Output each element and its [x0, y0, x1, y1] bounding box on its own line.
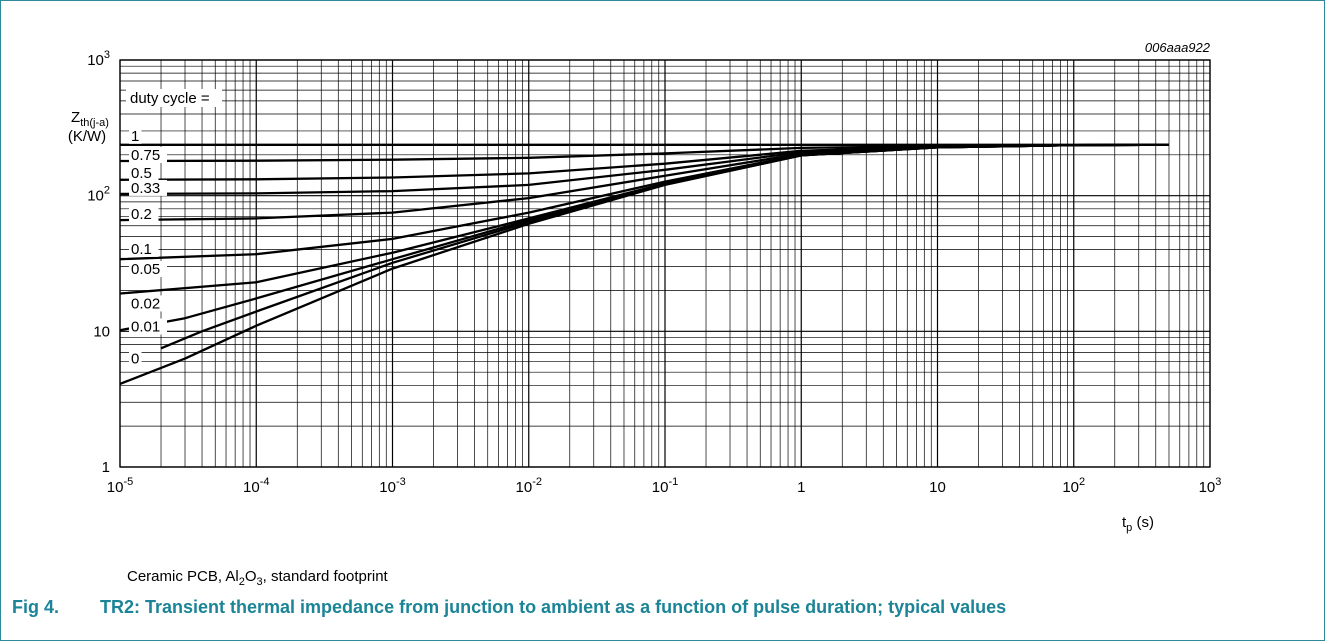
series-label: 0.2 — [131, 206, 152, 223]
series-label: 0.5 — [131, 165, 152, 182]
x-tick-label: 103 — [1199, 476, 1222, 496]
legend-title: duty cycle = — [130, 90, 210, 107]
x-tick-label: 10 — [929, 479, 946, 496]
y-tick-label: 10 — [93, 323, 110, 340]
x-tick-label: 102 — [1062, 476, 1085, 496]
y-axis-unit: (K/W) — [68, 128, 106, 145]
series-label-background — [129, 318, 167, 335]
figure-note: Ceramic PCB, Al2O3, standard footprint — [127, 568, 388, 588]
x-axis-label: tp (s) — [1122, 514, 1154, 534]
curve-duty-0_05 — [119, 143, 1170, 295]
plot-frame — [119, 59, 1211, 468]
series-label: 0.05 — [131, 261, 160, 278]
y-tick-label: 1 — [102, 459, 110, 476]
y-tick-label: 103 — [87, 49, 110, 69]
series-label: 0 — [131, 350, 139, 367]
x-tick-label: 10-4 — [243, 476, 269, 496]
x-tick-label: 10-1 — [652, 476, 678, 496]
series-label: 0.1 — [131, 241, 152, 258]
figure-id: 006aaa922 — [1145, 40, 1211, 55]
y-axis-label: Zth(j-a) — [71, 109, 109, 129]
series-label: 0.01 — [131, 319, 160, 336]
series-label: 0.02 — [131, 295, 160, 312]
figure-number: Fig 4. — [12, 597, 60, 617]
series-label-background — [129, 206, 159, 223]
figure-caption: Fig 4. TR2: Transient thermal impedance f… — [12, 597, 1006, 618]
series-label-background — [129, 350, 142, 367]
series-label-background — [129, 261, 167, 278]
series-label-background — [129, 164, 159, 181]
x-tick-label: 10-3 — [379, 476, 405, 496]
series-label: 1 — [131, 128, 139, 145]
figure-caption-text: TR2: Transient thermal impedance from ju… — [100, 597, 1007, 617]
series-label-background — [129, 147, 167, 164]
series-label-background — [129, 127, 142, 144]
legend-title-background — [126, 89, 222, 107]
curve-duty-0 — [119, 143, 1170, 385]
series-label-background — [129, 295, 167, 312]
curve-duty-0_5 — [119, 143, 1170, 181]
x-tick-label: 1 — [797, 479, 805, 496]
x-tick-label: 10-5 — [107, 476, 133, 496]
series-label-background — [129, 240, 159, 257]
series-label: 0.75 — [131, 147, 160, 164]
y-tick-label: 102 — [87, 185, 110, 205]
x-tick-label: 10-2 — [516, 476, 542, 496]
series-label-background — [129, 179, 167, 196]
series-label: 0.33 — [131, 180, 160, 197]
